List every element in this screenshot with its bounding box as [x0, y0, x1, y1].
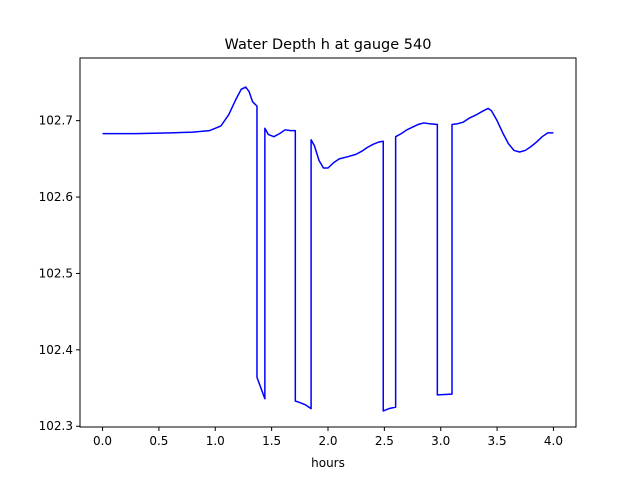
- y-tick-label: 102.7: [39, 114, 73, 128]
- x-axis-ticks: 0.0 0.5 1.0 1.5 2.0 2.5 3.0 3.5 4.0: [93, 427, 563, 448]
- y-tick-label: 102.3: [39, 419, 73, 433]
- x-tick-label: 2.5: [375, 434, 394, 448]
- x-tick-label: 0.5: [149, 434, 168, 448]
- y-tick-label: 102.5: [39, 266, 73, 280]
- plot-series: [102, 86, 554, 412]
- chart-title: Water Depth h at gauge 540: [225, 37, 432, 53]
- x-tick-label: 3.0: [431, 434, 450, 448]
- x-tick-label: 4.0: [544, 434, 563, 448]
- y-axis-ticks: 102.3 102.4 102.5 102.6 102.7: [39, 114, 80, 433]
- x-tick-label: 1.0: [206, 434, 225, 448]
- x-tick-label: 0.0: [93, 434, 112, 448]
- x-tick-label: 1.5: [262, 434, 281, 448]
- plot-frame: [79, 57, 577, 428]
- x-tick-label: 2.0: [318, 434, 337, 448]
- y-tick-label: 102.6: [39, 190, 73, 204]
- y-tick-label: 102.4: [39, 343, 73, 357]
- x-tick-label: 3.5: [488, 434, 507, 448]
- x-axis-title: hours: [311, 456, 345, 470]
- series-line-0: [102, 86, 554, 412]
